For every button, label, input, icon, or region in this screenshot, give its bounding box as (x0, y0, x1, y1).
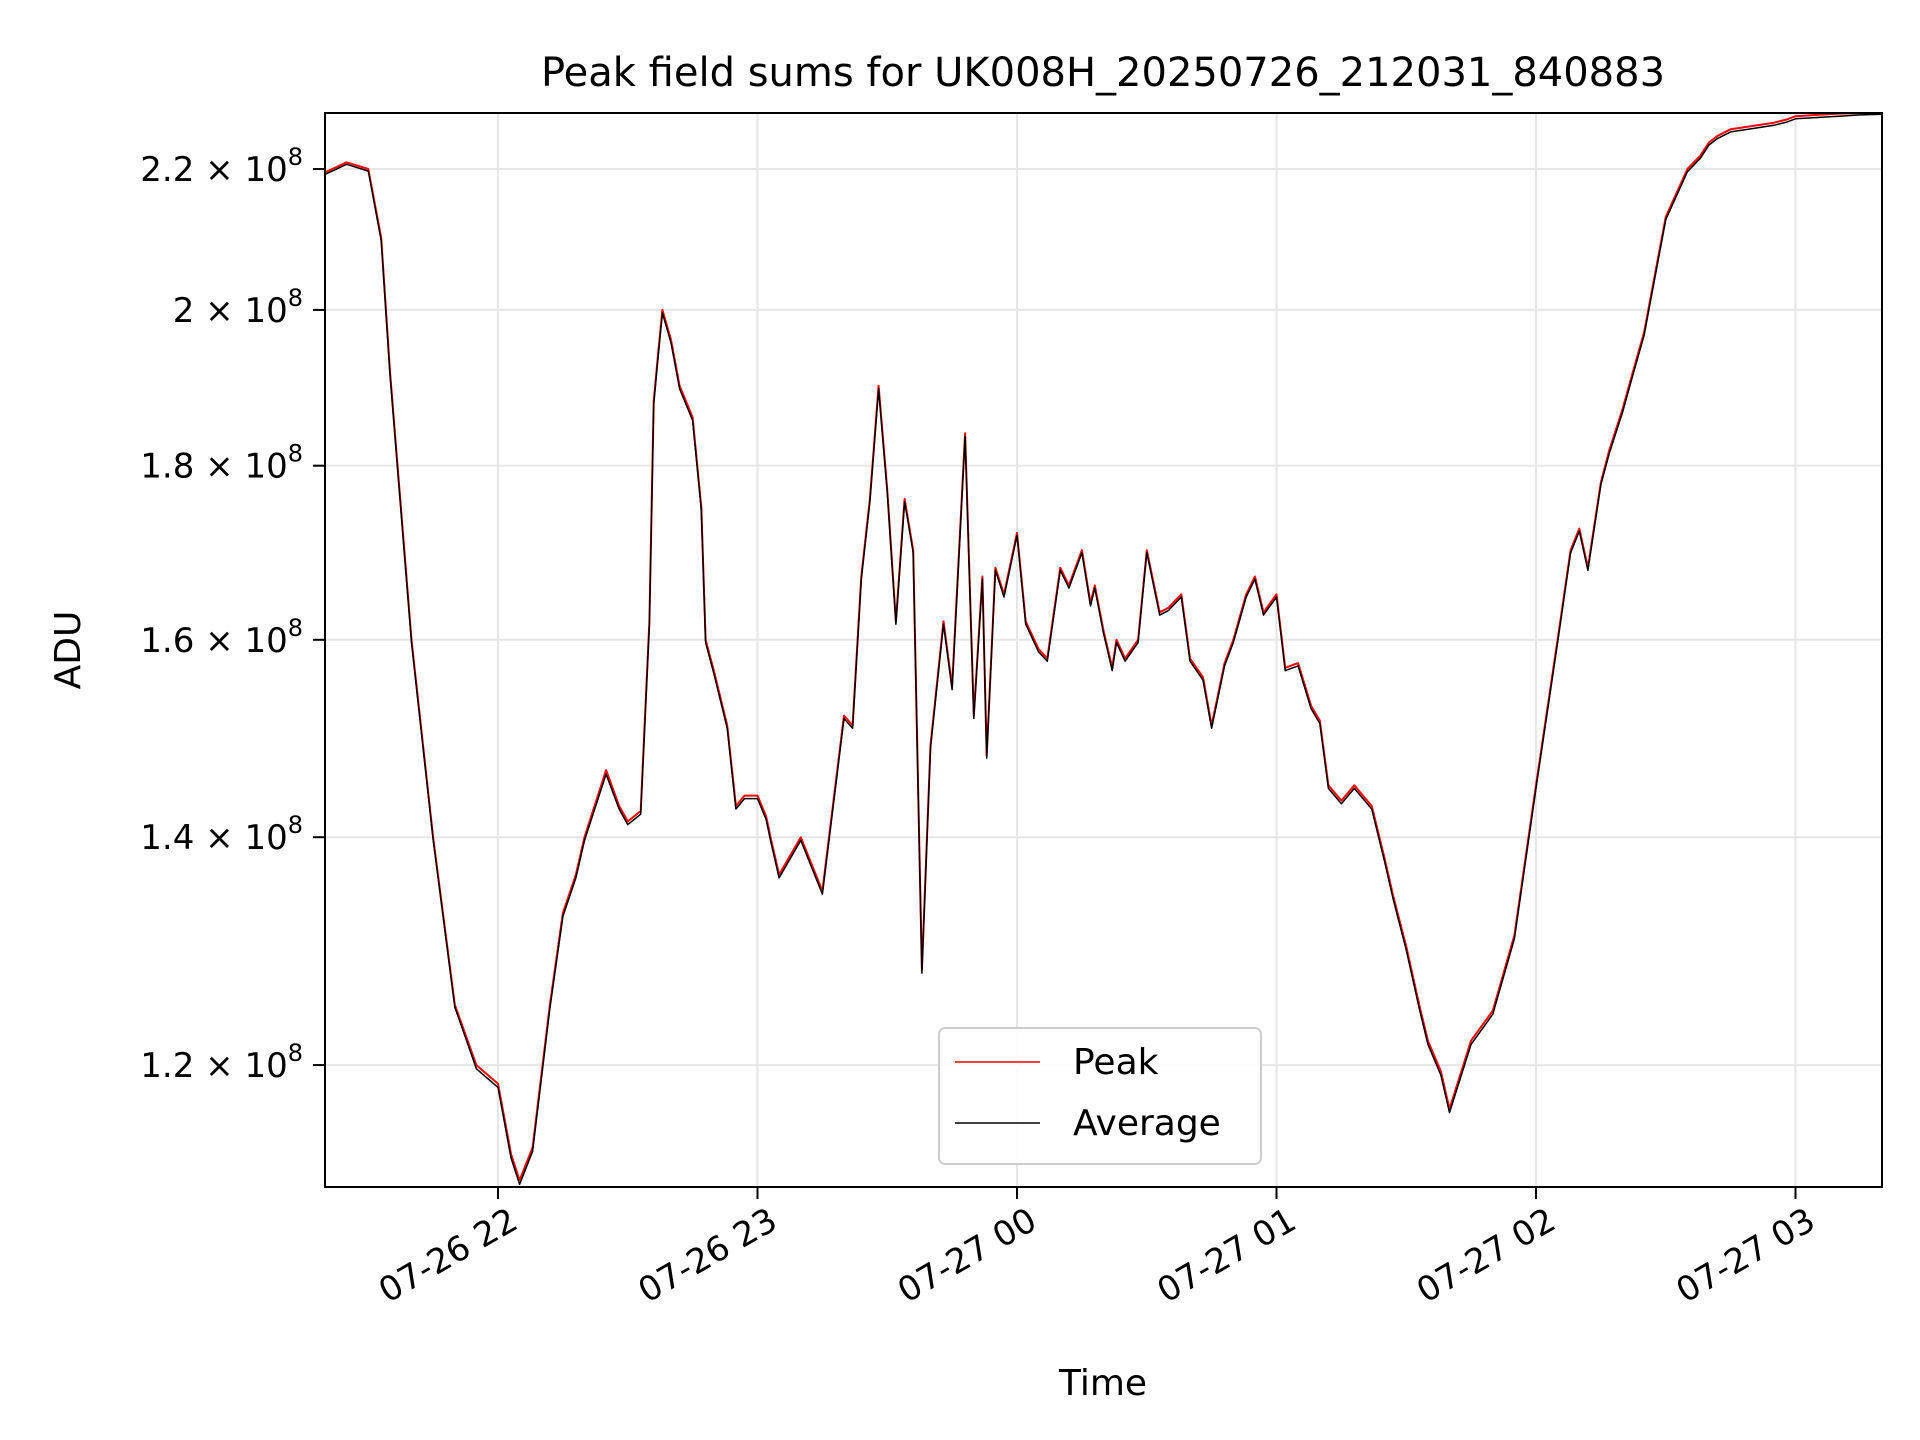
y-tick-label: 1.2 × 108 (140, 1039, 303, 1086)
y-tick-label: 1.6 × 108 (140, 614, 303, 661)
y-tick-label: 2 × 108 (173, 284, 303, 331)
y-tick-label: 1.8 × 108 (140, 440, 303, 487)
grid (325, 113, 1882, 1187)
legend-label-average: Average (1073, 1103, 1221, 1144)
plot-area-frame (324, 112, 1883, 1188)
y-tick-label: 1.4 × 108 (140, 811, 303, 858)
y-tick-label: 2.2 × 108 (140, 143, 303, 190)
y-axis-label: ADU (48, 611, 89, 690)
series-line-average (324, 113, 1883, 1186)
legend: Peak Average (938, 1027, 1262, 1165)
series-lines (324, 112, 1883, 1186)
legend-label-peak: Peak (1073, 1042, 1159, 1083)
x-axis-label: Time (1058, 1363, 1147, 1404)
chart-title: Peak field sums for UK008H_20250726_2120… (541, 50, 1665, 96)
y-axis-ticks: 1.2 × 108 1.4 × 108 1.6 × 108 1.8 × 108 2 × … (140, 143, 325, 1086)
